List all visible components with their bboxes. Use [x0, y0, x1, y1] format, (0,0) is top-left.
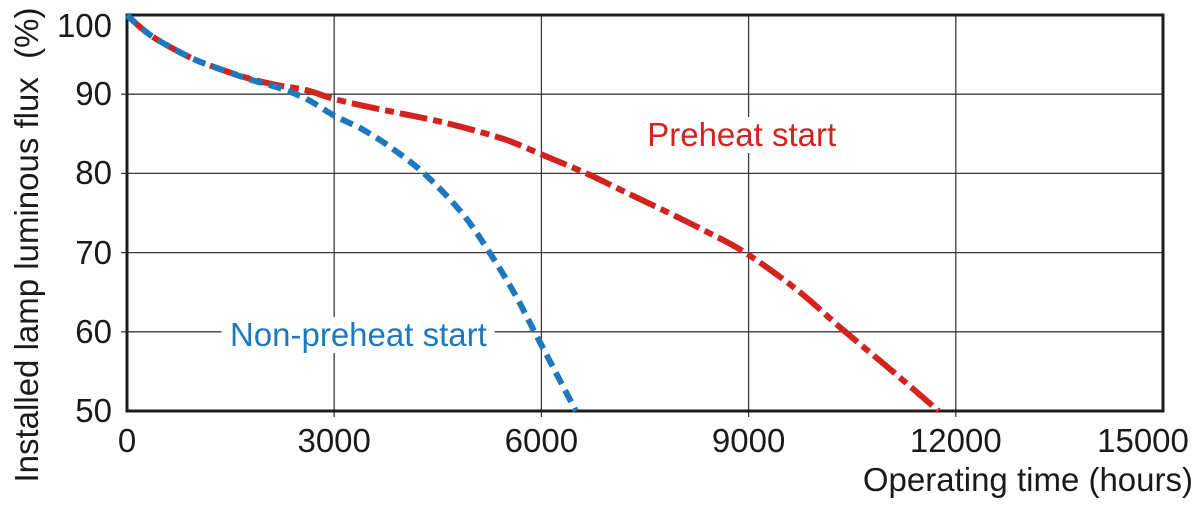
x-axis-title: Operating time (hours): [862, 461, 1193, 498]
x-tick-label: 0: [117, 422, 137, 459]
series-line-non-preheat-start: [124, 12, 579, 413]
y-tick-label: 60: [75, 312, 112, 350]
x-tick-label: 9000: [711, 422, 786, 459]
series-label-preheat-start: Preheat start: [639, 117, 845, 154]
x-tick-label: 12000: [909, 422, 1002, 459]
x-tick-label: 6000: [504, 422, 579, 459]
y-tick-label: 80: [75, 154, 112, 192]
x-tick-label: 3000: [297, 422, 371, 459]
plot-border: [125, 13, 1165, 413]
series-label-non-preheat-start: Non-preheat start: [221, 316, 495, 353]
y-tick-label: 90: [75, 75, 112, 113]
y-tick-label: 100: [56, 7, 112, 44]
y-tick-label: 70: [75, 233, 112, 271]
x-tick-label: 15000: [1097, 422, 1189, 459]
y-tick-label: 50: [75, 392, 112, 429]
